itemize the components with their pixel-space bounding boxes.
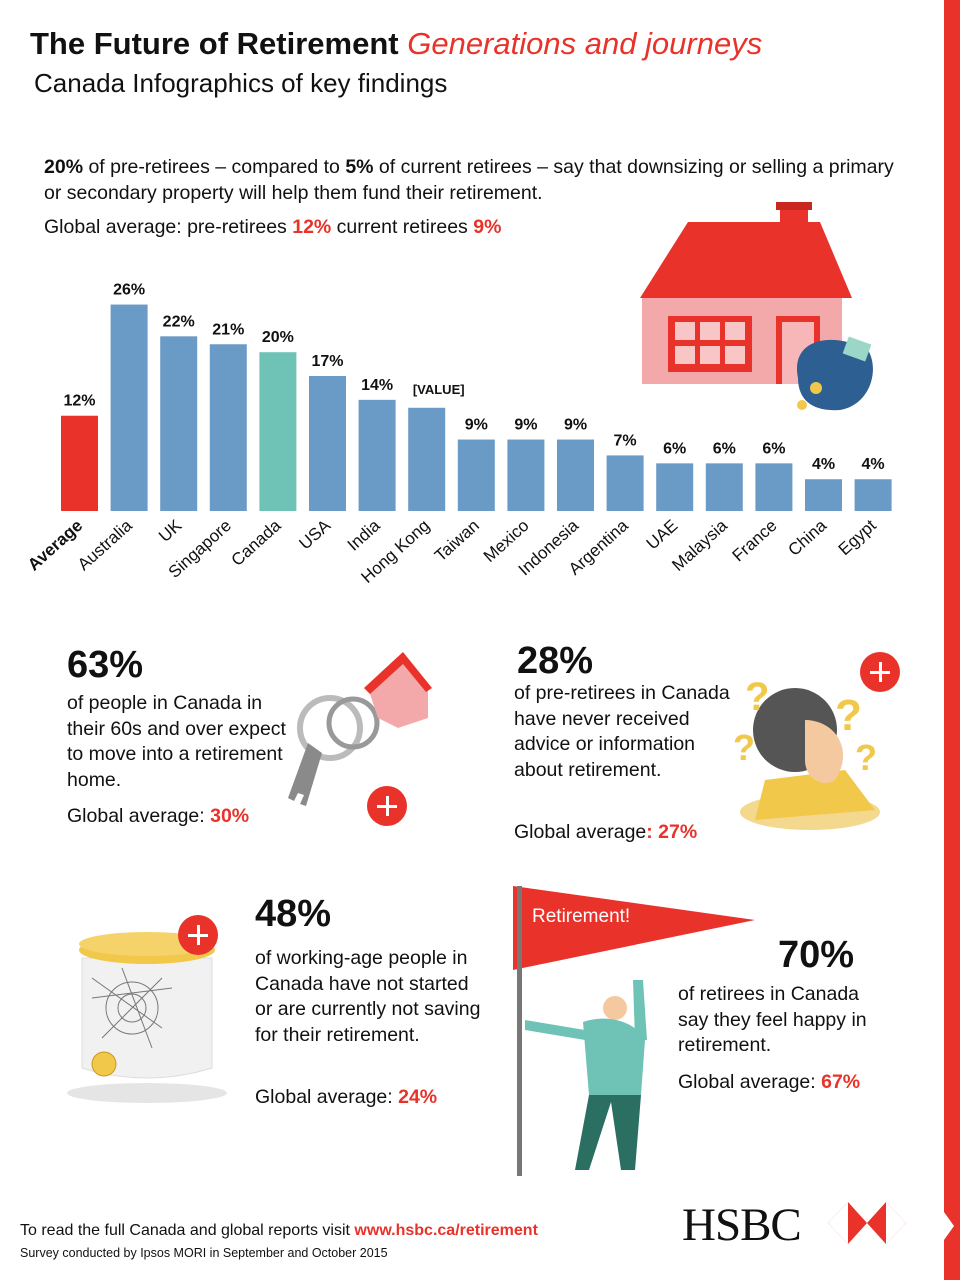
data-label-mexico: 9%: [514, 417, 537, 434]
page-subtitle: Canada Infographics of key findings: [34, 68, 448, 98]
category-label-taiwan: Taiwan: [431, 516, 483, 566]
stat-advice-global: Global average: 27%: [514, 821, 698, 843]
bar-egypt: [854, 479, 892, 511]
data-label-average: 12%: [63, 393, 95, 410]
bar-argentina: [606, 455, 644, 511]
data-label-canada: 20%: [262, 329, 294, 346]
data-label-france: 6%: [762, 440, 785, 457]
bar-uk: [160, 336, 198, 511]
side-accent-notch: [944, 1212, 954, 1240]
stat-happy-value: 70%: [778, 934, 855, 976]
data-label-egypt: 4%: [862, 456, 885, 473]
flag-text: Retirement!: [532, 906, 631, 927]
svg-text:?: ?: [733, 727, 755, 768]
bar-average: [61, 415, 98, 511]
category-label-uk: UK: [155, 515, 186, 545]
bar-canada: [259, 352, 297, 511]
bar-usa: [309, 376, 346, 511]
page-title: The Future of Retirement Generations and…: [30, 26, 763, 61]
intro-global-average: Global average: pre-retirees 12% current…: [44, 216, 502, 238]
data-label-indonesia: 9%: [564, 417, 587, 434]
intro-text: 20% of pre-retirees – compared to 5% of …: [44, 156, 894, 204]
data-label-malaysia: 6%: [713, 440, 736, 457]
stat-saving-value: 48%: [255, 893, 332, 935]
svg-text:?: ?: [855, 737, 877, 778]
data-label-taiwan: 9%: [465, 417, 488, 434]
svg-text:?: ?: [745, 675, 769, 719]
data-label-uk: 22%: [163, 313, 195, 330]
category-label-china: China: [784, 515, 830, 559]
house-illustration: [640, 202, 873, 411]
data-label-singapore: 21%: [212, 321, 244, 338]
stat-happy-global: Global average: 67%: [678, 1071, 861, 1093]
data-label-india: 14%: [361, 377, 393, 394]
data-label-australia: 26%: [113, 282, 145, 299]
category-label-france: France: [729, 516, 781, 566]
footer-survey-note: Survey conducted by Ipsos MORI in Septem…: [20, 1246, 388, 1260]
bar-malaysia: [705, 463, 743, 511]
category-label-egypt: Egypt: [835, 516, 880, 559]
stat-retirement-home-value: 63%: [67, 644, 144, 686]
category-label-malaysia: Malaysia: [668, 515, 731, 574]
stat-saving-text: of working-age people in Canada have not…: [255, 947, 481, 1046]
plus-icon: [860, 652, 900, 692]
bar-taiwan: [457, 439, 495, 511]
plus-icon: [178, 915, 218, 955]
category-label-average: Average: [24, 516, 86, 575]
hsbc-hexagon-logo: [828, 1202, 906, 1244]
bar-singapore: [209, 344, 247, 511]
plus-icon: [367, 786, 407, 826]
category-label-canada: Canada: [228, 515, 285, 569]
country-bar-chart: 12% 26% 22% 21% 20% 17% 14% [VALUE] 9% 9% 9% 7% 6% 6%…: [24, 282, 892, 587]
data-label-hong-kong: [VALUE]: [413, 382, 465, 397]
report-link[interactable]: www.hsbc.ca/retirement: [354, 1222, 538, 1239]
confused-person-illustration: ? ? ? ?: [733, 675, 880, 830]
stat-saving-global: Global average: 24%: [255, 1086, 438, 1108]
bar-mexico: [507, 439, 545, 511]
stat-happy-text: of retirees in Canada say they feel happ…: [678, 983, 867, 1056]
flag-person-illustration: [513, 886, 755, 1176]
category-label-india: India: [344, 515, 385, 554]
bar-china: [805, 479, 842, 511]
stat-advice-text: of pre-retirees in Canada have never rec…: [514, 682, 730, 781]
data-label-uae: 6%: [663, 440, 686, 457]
bar-france: [755, 463, 793, 511]
footer-visit-line: To read the full Canada and global repor…: [20, 1222, 538, 1239]
stat-retirement-home-text: of people in Canada in their 60s and ove…: [67, 692, 286, 791]
bar-indonesia: [557, 439, 594, 511]
bar-india: [358, 399, 396, 511]
svg-text:?: ?: [835, 691, 862, 740]
data-label-usa: 17%: [311, 353, 343, 370]
stat-retirement-home-global: Global average: 30%: [67, 805, 250, 827]
hsbc-logo-text: HSBC: [682, 1199, 802, 1251]
bar-hong-kong: [408, 407, 446, 511]
keys-illustration: [288, 652, 432, 806]
category-label-uae: UAE: [643, 516, 682, 554]
side-accent-bar: [944, 0, 960, 1280]
category-label-australia: Australia: [74, 515, 136, 574]
data-label-china: 4%: [812, 456, 835, 473]
bar-australia: [110, 304, 148, 511]
bar-uae: [656, 463, 694, 511]
data-label-argentina: 7%: [614, 432, 637, 449]
stat-advice-value: 28%: [517, 640, 594, 682]
category-label-usa: USA: [295, 515, 334, 553]
